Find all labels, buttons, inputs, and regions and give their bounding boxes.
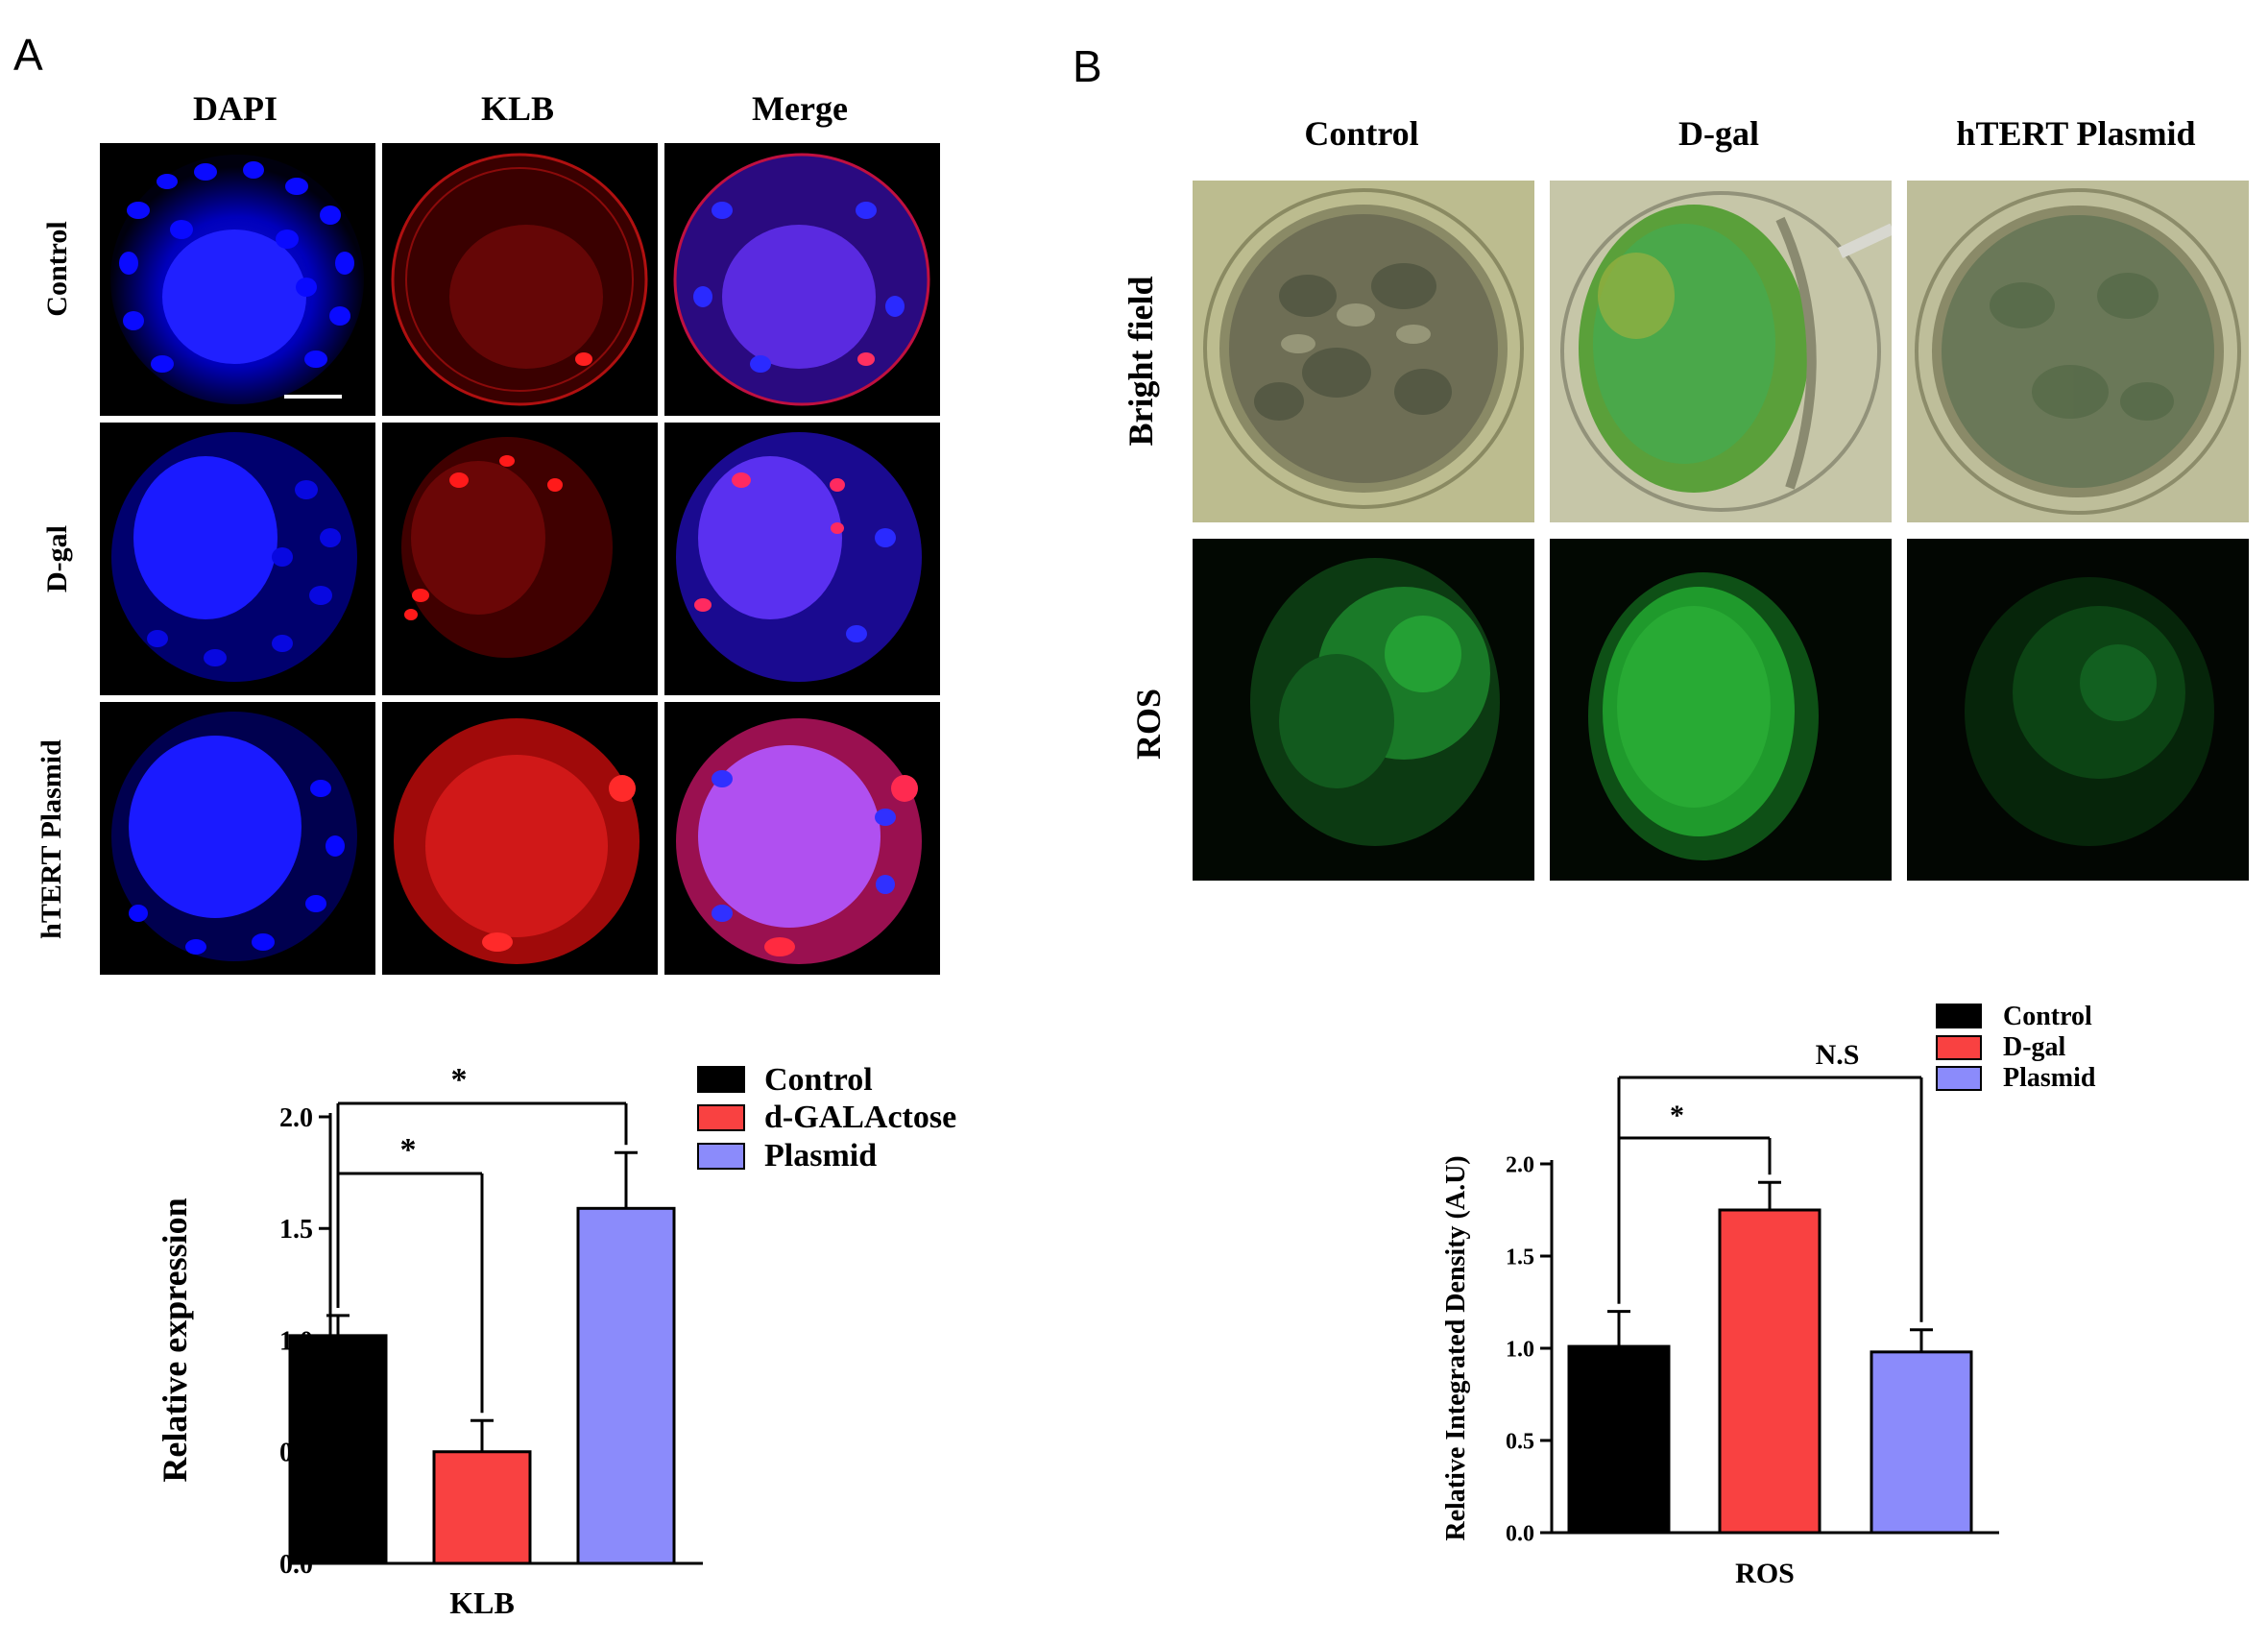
chart-b-y-tick-label: 2.0	[1506, 1152, 1534, 1177]
micrograph-dgal-klb	[382, 423, 658, 695]
chart-a-y-tick-label: 1.5	[279, 1215, 313, 1245]
chart-b-y-label: Relative Integrated Density (A.U)	[1441, 1155, 1471, 1540]
micrograph-htert-dapi	[100, 702, 375, 975]
legend-b-label-plasmid: Plasmid	[2003, 1063, 2096, 1093]
panel-a-col-merge: Merge	[752, 89, 848, 128]
panel-a-label: A	[13, 30, 43, 80]
chart-b-bar-1	[1718, 1208, 1822, 1535]
micrograph-control-merge	[664, 143, 940, 416]
brightfield-htert	[1907, 181, 2249, 522]
chart-a-significance-label-1: *	[451, 1062, 468, 1098]
legend-a-label-control: Control	[764, 1062, 873, 1098]
chart-a-y-tick-label: 2.0	[279, 1103, 313, 1133]
legend-b-label-control: Control	[2003, 1002, 2092, 1031]
panel-b-label: B	[1073, 41, 1102, 91]
micrograph-control-dapi	[100, 143, 375, 416]
panel-b-col-htert: hTERT Plasmid	[1956, 114, 2196, 153]
chart-a-bar-2	[576, 1206, 676, 1565]
chart-a-bar-0	[288, 1334, 388, 1565]
chart-b-y-tick-label: 1.5	[1506, 1245, 1534, 1270]
brightfield-control	[1193, 181, 1534, 522]
chart-a-bar-1	[432, 1450, 532, 1565]
legend-b-label-dgal: D-gal	[2003, 1032, 2066, 1062]
panel-a-col-dapi: DAPI	[193, 89, 277, 128]
chart-b-significance-label-1: N.S	[1816, 1039, 1860, 1071]
chart-b-significance-label-0: *	[1670, 1100, 1684, 1131]
legend-a-label-plasmid: Plasmid	[764, 1138, 878, 1173]
chart-a-y-label: Relative expression	[156, 1197, 194, 1482]
panel-a-col-klb: KLB	[480, 89, 555, 128]
legend-a-swatch-dgal	[697, 1104, 745, 1131]
legend-b-swatch-dgal	[1936, 1035, 1982, 1060]
chart-a-significance-label-0: *	[400, 1132, 417, 1168]
micrograph-htert-klb	[382, 702, 658, 975]
chart-a-x-label: KLB	[449, 1585, 515, 1620]
legend-b-swatch-plasmid	[1936, 1066, 1982, 1091]
panel-b-col-control: Control	[1304, 114, 1419, 153]
chart-b-x-label: ROS	[1735, 1558, 1795, 1589]
ros-htert	[1907, 539, 2249, 881]
chart-b-y-tick-label: 0.5	[1506, 1429, 1534, 1454]
legend-a-swatch-control	[697, 1066, 745, 1093]
micrograph-dgal-merge	[664, 423, 940, 695]
chart-b-y-tick-label: 1.0	[1506, 1337, 1534, 1362]
legend-b-swatch-control	[1936, 1004, 1982, 1028]
micrograph-control-klb	[382, 143, 658, 416]
brightfield-dgal	[1550, 181, 1892, 522]
ros-dgal	[1550, 539, 1892, 881]
legend-a-label-dgal: d-GALActose	[764, 1100, 957, 1135]
ros-control	[1193, 539, 1534, 881]
chart-b-bar-2	[1870, 1350, 1973, 1535]
legend-a-swatch-plasmid	[697, 1143, 745, 1170]
micrograph-dgal-dapi	[100, 423, 375, 695]
panel-b-col-dgal: D-gal	[1678, 114, 1759, 153]
chart-b-y-tick-label: 0.0	[1506, 1521, 1534, 1546]
micrograph-htert-merge	[664, 702, 940, 975]
chart-b-bar-0	[1567, 1344, 1671, 1535]
